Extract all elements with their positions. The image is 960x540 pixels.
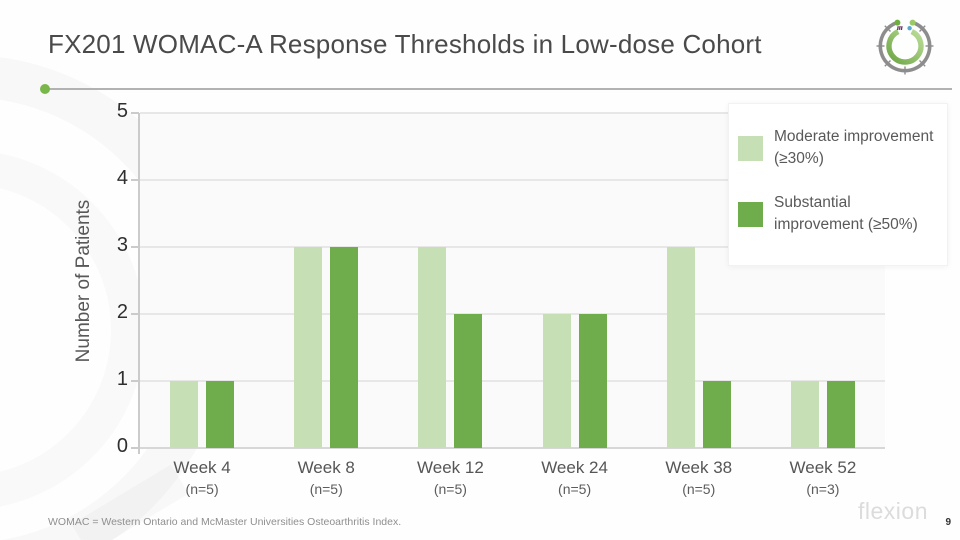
y-tick-mark (131, 313, 139, 315)
title-divider-line (44, 88, 952, 90)
y-tick-mark (131, 179, 139, 181)
footnote: WOMAC = Western Ontario and McMaster Uni… (48, 516, 402, 528)
gridline (140, 313, 885, 315)
bar-substantial-week-8 (330, 247, 359, 448)
title-divider-dot (40, 84, 50, 94)
bar-substantial-week-4 (206, 381, 235, 448)
gridline (140, 246, 885, 248)
legend-item-moderate: Moderate improvement (≥30%) (738, 126, 947, 170)
bar-moderate-week-4 (170, 381, 199, 448)
x-category-n: (n=5) (682, 481, 716, 497)
y-tick-label: 2 (116, 301, 128, 323)
bar-moderate-week-8 (294, 247, 323, 448)
y-tick-mark (131, 447, 139, 449)
x-category-name: Week 12 (417, 458, 484, 477)
x-category-label: Week 52 (n=3) (761, 458, 885, 497)
bar-moderate-week-52 (790, 381, 819, 448)
bar-moderate-week-24 (542, 314, 571, 448)
x-category-name: Week 8 (297, 458, 355, 477)
x-category-n: (n=5) (558, 481, 592, 497)
gridline (140, 380, 885, 382)
x-category-label: Week 12 (n=5) (388, 458, 512, 497)
gridline (140, 179, 885, 181)
x-category-n: (n=5) (433, 481, 467, 497)
page-title: FX201 WOMAC-A Response Thresholds in Low… (48, 29, 762, 59)
x-category-label: Week 4 (n=5) (140, 458, 264, 497)
y-axis-line (138, 113, 140, 454)
chart-legend: Moderate improvement (≥30%) Substantial … (728, 103, 948, 266)
y-tick-label: 4 (116, 167, 128, 189)
y-tick-label: 0 (116, 435, 128, 457)
y-tick-label: 1 (116, 368, 128, 390)
x-category-label: Week 8 (n=5) (264, 458, 388, 497)
x-category-name: Week 38 (665, 458, 733, 477)
substantial-swatch-icon (738, 201, 763, 227)
moderate-swatch-icon (738, 135, 763, 161)
x-category-n: (n=3) (806, 481, 840, 497)
x-category-label: Week 24 (n=5) (513, 458, 637, 497)
legend-label: Substantial improvement (≥50%) (774, 194, 918, 233)
y-tick-mark (131, 112, 139, 114)
gridline (140, 112, 885, 114)
x-category-n: (n=5) (309, 481, 343, 497)
x-category-name: Week 24 (541, 458, 608, 477)
bar-substantial-week-38 (702, 381, 731, 448)
bar-substantial-week-12 (454, 314, 483, 448)
y-tick-label: 3 (116, 234, 128, 256)
flexion-wordmark: flexion (858, 498, 928, 524)
legend-label: Moderate improvement (≥30%) (774, 128, 934, 167)
y-axis-title: Number of Patients (73, 199, 94, 363)
bar-substantial-week-52 (826, 381, 855, 448)
y-tick-mark (131, 246, 139, 248)
flexion-ring-logo-icon (872, 13, 938, 79)
y-tick-label: 5 (116, 100, 128, 122)
y-tick-mark (131, 380, 139, 382)
x-category-label: Week 38 (n=5) (637, 458, 761, 497)
page-number: 9 (945, 517, 951, 528)
x-category-n: (n=5) (185, 481, 219, 497)
x-category-name: Week 52 (789, 458, 857, 477)
x-axis-baseline (140, 447, 885, 449)
bar-moderate-week-38 (666, 247, 695, 448)
bar-substantial-week-24 (578, 314, 607, 448)
x-category-name: Week 4 (173, 458, 231, 477)
legend-item-substantial: Substantial improvement (≥50%) (738, 192, 947, 236)
bar-moderate-week-12 (418, 247, 447, 448)
